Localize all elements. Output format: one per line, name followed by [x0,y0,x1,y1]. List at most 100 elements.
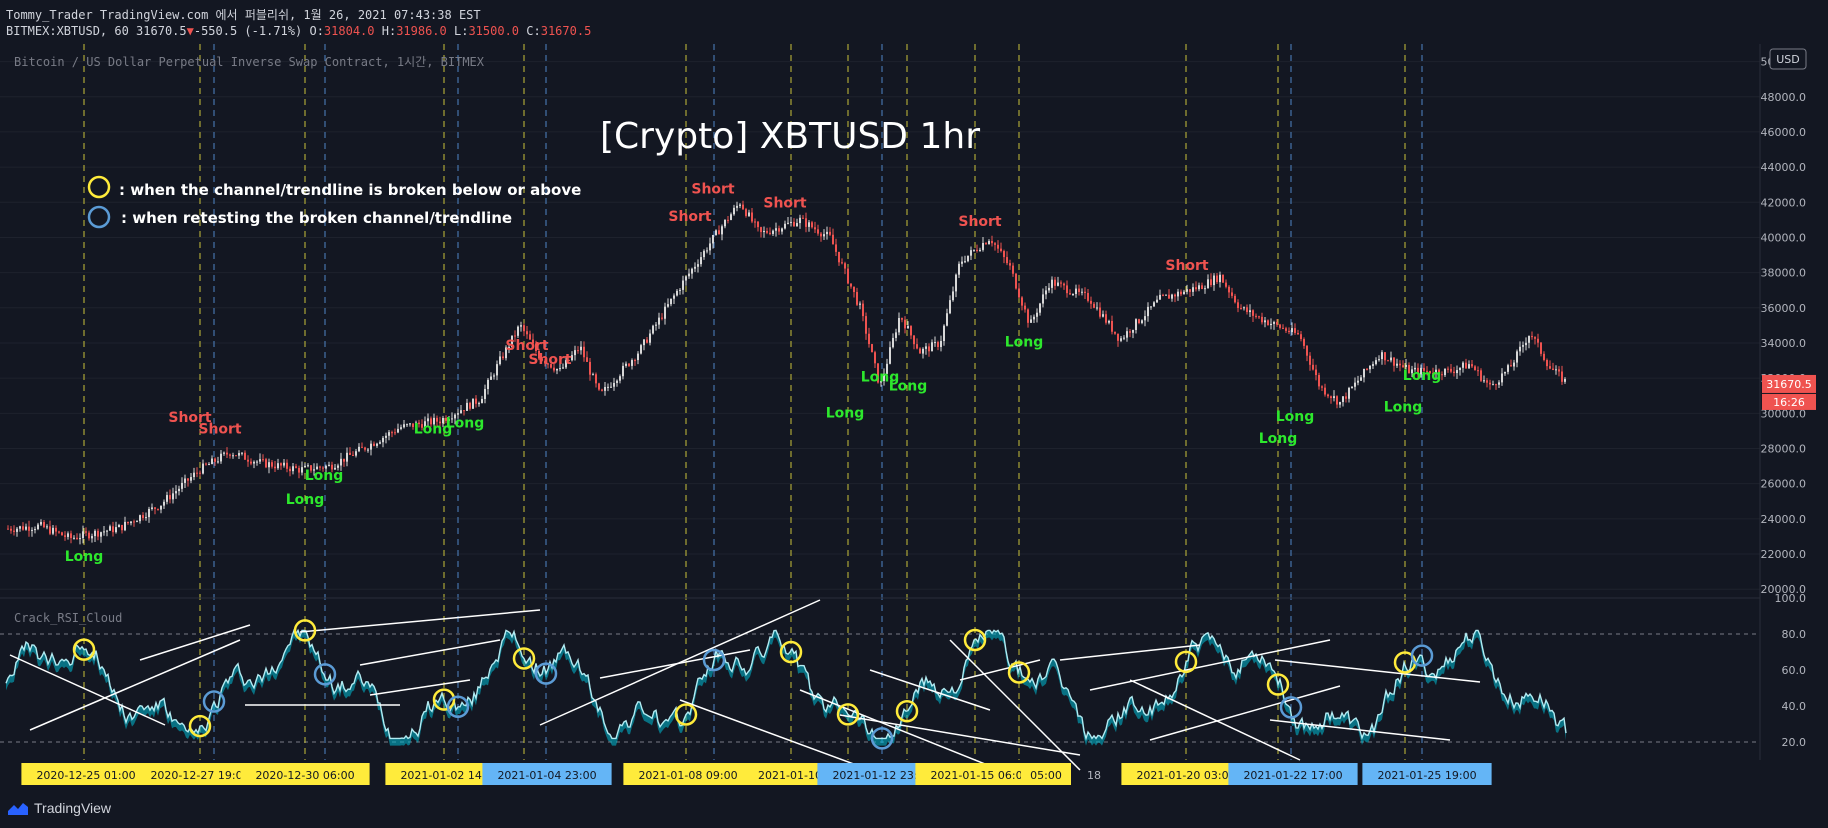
candle-body [1078,288,1080,292]
candle-body [1447,368,1449,370]
candle-body [832,234,834,245]
candle-body [1291,328,1293,333]
candle-body [1144,316,1146,321]
candle-body [1444,368,1446,376]
candle-body [187,478,189,481]
candle-body [178,488,180,492]
annotation-short: Short [958,214,1002,230]
candle-body [1546,359,1548,367]
break-marker [293,619,317,642]
candle-body [208,464,210,466]
candle-body [508,346,510,348]
trendline [869,669,991,711]
candle-body [808,222,810,227]
candle-body [631,360,633,366]
candle-body [16,528,18,532]
retest-marker [870,727,894,750]
candle-body [460,410,462,414]
price-tick-label: 30000.0 [1761,407,1807,420]
candle-body [1519,346,1521,352]
candle-body [190,477,192,481]
candle-body [163,501,165,506]
open-label: O: [309,24,324,38]
candle-body [76,537,78,540]
candle-body [1276,322,1278,325]
candle-body [775,228,777,231]
annotation-short: Short [198,422,242,438]
time-label: 2021-01-08 09:00 [638,769,737,782]
candle-body [1264,320,1266,323]
candle-body [1441,374,1443,376]
candle-body [34,529,36,531]
chart-canvas[interactable]: LongShortShortLongLongLongLongShortShort… [0,0,1828,792]
candle-body [1261,316,1263,323]
candle-body [202,463,204,474]
candle-body [892,337,894,348]
break-marker [836,703,860,726]
candle-body [478,403,480,405]
candle-body [640,345,642,354]
candle-body [463,410,465,412]
candle-body [1270,323,1272,326]
price-tick-label: 34000.0 [1761,337,1807,350]
candle-body [652,325,654,334]
candle-body [934,342,936,344]
candle-body [1354,382,1356,387]
candle-body [1363,368,1365,378]
tradingview-logo[interactable]: TradingView [8,800,111,816]
down-arrow-icon: ▼ [186,24,194,38]
candle-body [1426,370,1428,372]
candle-body [1393,357,1395,366]
candle-body [613,382,615,387]
candle-body [682,280,684,290]
candle-body [1027,309,1029,323]
candle-body [967,255,969,262]
candle-body [727,219,729,221]
price-tick-label: 28000.0 [1761,443,1807,456]
candle-body [745,209,747,216]
candle-body [139,515,141,522]
rsi-tick-label: 40.0 [1782,700,1807,713]
candle-body [1534,337,1536,339]
candle-body [589,361,591,375]
candle-body [667,304,669,307]
candle-body [559,368,561,370]
candle-body [1384,352,1386,361]
candle-body [850,283,852,287]
candle-body [334,467,336,470]
candle-body [136,521,138,523]
candle-body [1414,367,1416,370]
close-label: C: [526,24,541,38]
candle-body [529,334,531,340]
candle-body [1252,310,1254,316]
candle-body [1366,368,1368,370]
candle-body [979,249,981,251]
candle-body [874,352,876,364]
currency-badge[interactable] [1769,48,1807,70]
candle-body [1048,287,1050,291]
candle-body [1402,365,1404,367]
annotation-long: Long [414,422,453,438]
candle-body [1162,294,1164,296]
candle-body [31,529,33,531]
candle-body [19,526,21,529]
candle-body [532,339,534,344]
candle-body [379,442,381,444]
candle-body [271,462,273,467]
time-label: 2020-12-25 01:00 [36,769,135,782]
candle-body [358,446,360,452]
candle-body [1279,324,1281,328]
candle-body [988,241,990,245]
candle-body [1135,319,1137,330]
retest-marker [446,695,470,719]
candle-body [742,204,744,210]
candle-body [610,386,612,388]
candle-body [649,333,651,343]
candle-body [361,446,363,448]
time-label: 2021-01-10 [758,769,822,782]
candle-body [769,232,771,234]
candle-body [907,326,909,329]
candle-body [205,463,207,465]
low-value: 31500.0 [468,24,520,38]
candle-body [1021,297,1023,306]
